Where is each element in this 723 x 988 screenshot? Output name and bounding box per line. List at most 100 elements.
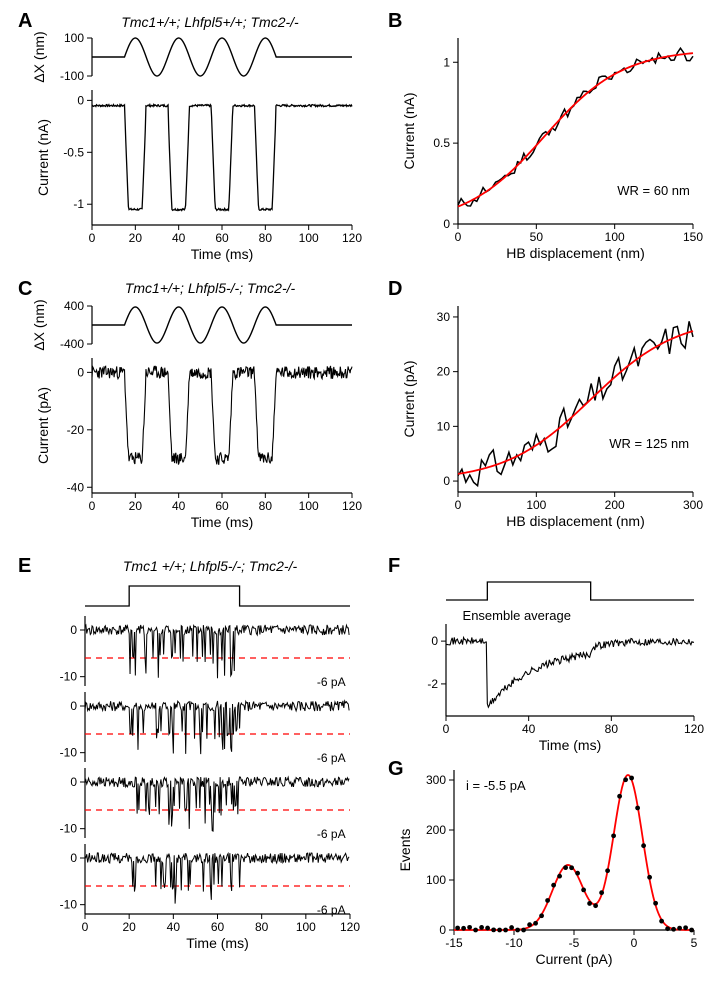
svg-text:ΔX (nm): ΔX (nm) bbox=[31, 32, 47, 83]
svg-text:0.5: 0.5 bbox=[433, 136, 450, 150]
panel-label-A: A bbox=[18, 10, 32, 33]
svg-text:100: 100 bbox=[299, 499, 319, 513]
svg-text:HB displacement (nm): HB displacement (nm) bbox=[506, 245, 645, 261]
svg-text:-10: -10 bbox=[60, 746, 78, 760]
svg-text:60: 60 bbox=[215, 499, 229, 513]
svg-text:60: 60 bbox=[215, 231, 229, 245]
svg-text:-6 pA: -6 pA bbox=[317, 827, 346, 841]
svg-text:-100: -100 bbox=[60, 69, 84, 83]
svg-text:0: 0 bbox=[443, 474, 450, 488]
svg-text:80: 80 bbox=[259, 499, 273, 513]
svg-text:20: 20 bbox=[437, 365, 451, 379]
svg-text:-6 pA: -6 pA bbox=[317, 675, 346, 689]
svg-text:ΔX (nm): ΔX (nm) bbox=[31, 300, 47, 351]
genotype-E: Tmc1 +/+; Lhfpl5-/-; Tmc2-/- bbox=[80, 558, 340, 574]
svg-text:HB displacement (nm): HB displacement (nm) bbox=[506, 513, 645, 529]
figure-container: A B C D E F G Tmc1+/+; Lhfpl5+/+; Tmc2-/… bbox=[10, 10, 713, 978]
svg-text:80: 80 bbox=[255, 920, 269, 934]
panel-A-chart: -100100ΔX (nm)0204060801001200-0.5-1Time… bbox=[30, 32, 370, 270]
svg-text:-6 pA: -6 pA bbox=[317, 751, 346, 765]
svg-text:120: 120 bbox=[684, 722, 704, 736]
svg-text:150: 150 bbox=[683, 230, 703, 244]
svg-text:100: 100 bbox=[605, 230, 625, 244]
svg-text:80: 80 bbox=[605, 722, 619, 736]
svg-text:100: 100 bbox=[526, 498, 546, 512]
panel-D-chart: 0 100 200 300 0 10 20 30 HB displacement (nm) Cur… bbox=[400, 300, 710, 538]
svg-text:Current (pA): Current (pA) bbox=[35, 387, 51, 464]
svg-text:20: 20 bbox=[122, 920, 136, 934]
svg-text:0: 0 bbox=[77, 365, 84, 379]
svg-text:5: 5 bbox=[691, 936, 698, 950]
svg-text:-1: -1 bbox=[73, 197, 84, 211]
svg-text:-6 pA: -6 pA bbox=[317, 903, 346, 917]
svg-text:120: 120 bbox=[340, 920, 360, 934]
svg-text:Current (pA): Current (pA) bbox=[535, 951, 612, 967]
svg-text:300: 300 bbox=[426, 773, 446, 787]
svg-text:-20: -20 bbox=[67, 423, 85, 437]
panel-label-E: E bbox=[18, 555, 31, 578]
svg-text:100: 100 bbox=[64, 32, 84, 45]
svg-text:10: 10 bbox=[437, 419, 451, 433]
svg-text:0: 0 bbox=[70, 623, 77, 637]
svg-text:100: 100 bbox=[426, 873, 446, 887]
panel-B-chart: 0 50 100 150 0 0.5 1 HB displacement (nm) Curren… bbox=[400, 32, 710, 270]
svg-text:-10: -10 bbox=[60, 898, 78, 912]
svg-text:0: 0 bbox=[631, 936, 638, 950]
svg-text:300: 300 bbox=[683, 498, 703, 512]
svg-text:0: 0 bbox=[70, 775, 77, 789]
svg-text:0: 0 bbox=[77, 93, 84, 107]
svg-text:0: 0 bbox=[455, 498, 462, 512]
svg-text:400: 400 bbox=[64, 300, 84, 313]
svg-text:40: 40 bbox=[172, 231, 186, 245]
svg-text:1: 1 bbox=[443, 55, 450, 69]
svg-text:0: 0 bbox=[455, 230, 462, 244]
svg-text:-10: -10 bbox=[60, 670, 78, 684]
svg-text:50: 50 bbox=[530, 230, 544, 244]
svg-text:0: 0 bbox=[431, 634, 438, 648]
svg-text:80: 80 bbox=[259, 231, 273, 245]
svg-text:-0.5: -0.5 bbox=[63, 145, 84, 159]
svg-text:0: 0 bbox=[439, 923, 446, 937]
svg-text:40: 40 bbox=[522, 722, 536, 736]
svg-text:20: 20 bbox=[129, 499, 143, 513]
genotype-C: Tmc1+/+; Lhfpl5-/-; Tmc2-/- bbox=[80, 280, 340, 296]
svg-text:0: 0 bbox=[70, 851, 77, 865]
svg-text:0: 0 bbox=[89, 231, 96, 245]
svg-text:-5: -5 bbox=[569, 936, 580, 950]
panel-label-F: F bbox=[388, 555, 400, 578]
panel-E-chart: 0-10-6 pA0-10-6 pA0-10-6 pA0-10-6 pA0204… bbox=[30, 578, 370, 973]
svg-text:Time (ms): Time (ms) bbox=[186, 935, 248, 951]
svg-text:-15: -15 bbox=[445, 936, 463, 950]
panel-F-chart: Ensemble average040801200-2Time (ms) bbox=[400, 570, 710, 755]
svg-text:0: 0 bbox=[443, 217, 450, 231]
svg-text:0: 0 bbox=[82, 920, 89, 934]
svg-text:Events: Events bbox=[400, 829, 413, 872]
panel-label-B: B bbox=[388, 10, 402, 33]
svg-text:Time (ms): Time (ms) bbox=[191, 246, 253, 262]
panel-label-C: C bbox=[18, 278, 32, 301]
panel-C-chart: -400400ΔX (nm)0204060801001200-20-40Time… bbox=[30, 300, 370, 538]
svg-text:-400: -400 bbox=[60, 337, 84, 351]
svg-text:200: 200 bbox=[426, 823, 446, 837]
svg-text:-10: -10 bbox=[505, 936, 523, 950]
svg-text:Current (nA): Current (nA) bbox=[401, 92, 417, 169]
panel-label-D: D bbox=[388, 278, 402, 301]
svg-text:40: 40 bbox=[172, 499, 186, 513]
svg-text:200: 200 bbox=[605, 498, 625, 512]
svg-text:Current (pA): Current (pA) bbox=[401, 360, 417, 437]
svg-text:30: 30 bbox=[437, 310, 451, 324]
svg-text:100: 100 bbox=[299, 231, 319, 245]
svg-text:-40: -40 bbox=[67, 480, 85, 494]
svg-text:Ensemble average: Ensemble average bbox=[463, 608, 571, 623]
svg-text:100: 100 bbox=[296, 920, 316, 934]
svg-text:0: 0 bbox=[443, 722, 450, 736]
svg-text:WR = 60 nm: WR = 60 nm bbox=[617, 183, 690, 198]
genotype-A: Tmc1+/+; Lhfpl5+/+; Tmc2-/- bbox=[80, 14, 340, 30]
svg-text:0: 0 bbox=[70, 699, 77, 713]
svg-text:120: 120 bbox=[342, 499, 362, 513]
svg-text:i = -5.5 pA: i = -5.5 pA bbox=[466, 778, 526, 793]
svg-text:Time (ms): Time (ms) bbox=[539, 737, 601, 753]
svg-text:Current (nA): Current (nA) bbox=[35, 119, 51, 196]
svg-text:WR = 125 nm: WR = 125 nm bbox=[609, 436, 689, 451]
svg-text:Time (ms): Time (ms) bbox=[191, 514, 253, 530]
